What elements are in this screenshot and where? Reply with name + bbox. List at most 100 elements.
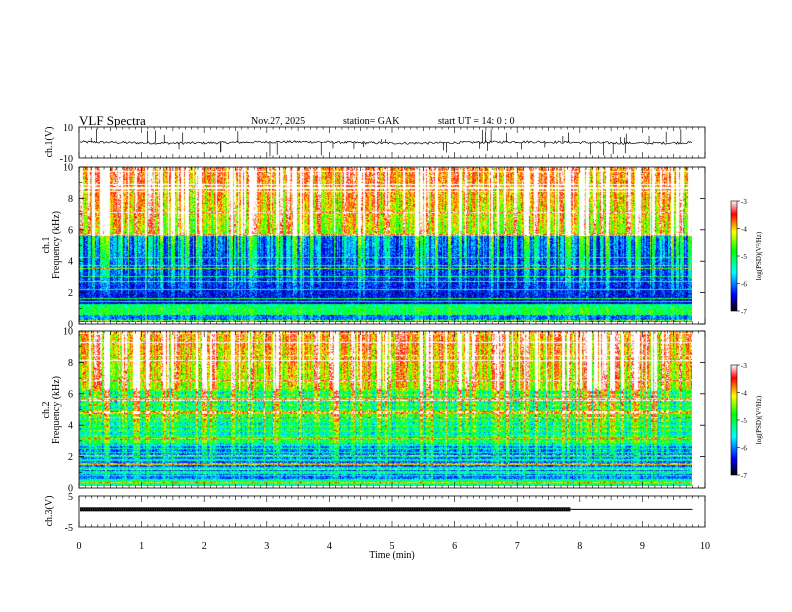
- ch3-signal-hatch: [256, 508, 259, 511]
- ch3-signal-hatch: [402, 508, 404, 511]
- colorbar-tick-label: -4: [741, 390, 747, 398]
- ch3-signal-hatch: [223, 508, 226, 511]
- ch3-signal-hatch: [248, 508, 250, 511]
- ch3-signal-hatch: [333, 508, 336, 511]
- ch3-signal-hatch: [476, 508, 479, 511]
- ch3-signal-hatch: [373, 508, 375, 511]
- ch3-signal-hatch: [289, 508, 292, 511]
- ch1-colorbar-label: log(PSD)(V²/Hz): [755, 231, 763, 280]
- ch3-signal-hatch: [118, 508, 120, 511]
- ch2-colorbar-ticks: -3 -4 -5 -6 -7: [737, 362, 747, 480]
- ch3-signal-hatch: [168, 508, 171, 511]
- ch3-signal-hatch: [87, 508, 89, 511]
- ch3-signal-hatch: [188, 508, 191, 511]
- ch3-signal-hatch: [283, 508, 285, 511]
- ch3-signal-hatch: [322, 508, 325, 511]
- ch3-signal-hatch: [336, 508, 338, 511]
- ch3-signal-hatch: [492, 508, 494, 511]
- ch3-signal-hatch: [217, 508, 219, 511]
- colorbar-tick-label: -5: [741, 417, 747, 425]
- ch3-signal-hatch: [171, 508, 173, 511]
- ch3-signal-hatch: [261, 508, 263, 511]
- ch3-signal-hatch: [239, 508, 241, 511]
- freq-tick-label: 4: [68, 421, 73, 432]
- ch3-signal-hatch: [384, 508, 386, 511]
- ch3-signal-hatch: [157, 508, 160, 511]
- ch3-signal-hatch: [138, 508, 140, 511]
- colorbar-tick-label: -3: [741, 198, 747, 206]
- ch3-signal-hatch: [549, 508, 551, 511]
- ch3-signal-hatch: [342, 508, 345, 511]
- ch3-ytick-bottom: -5: [65, 523, 73, 534]
- ch3-signal-hatch: [85, 508, 87, 511]
- ch3-signal-hatch: [360, 508, 362, 511]
- ch3-signal-hatch: [391, 508, 393, 511]
- ch3-signal-hatch: [457, 508, 459, 511]
- ch2-colorbar-label: log(PSD)(V²/Hz): [755, 395, 763, 444]
- ch3-signal-hatch: [237, 508, 239, 511]
- ch3-signal-hatch: [193, 508, 195, 511]
- panel-time-ticks: [78, 127, 706, 527]
- ch3-signal-hatch: [142, 508, 144, 511]
- ch1-ytick-bottom: -10: [60, 154, 73, 165]
- ch3-signal-hatch: [219, 508, 221, 511]
- ch3-signal-hatch: [270, 508, 272, 511]
- colorbar-tick-label: -5: [741, 253, 747, 261]
- ch3-signal-hatch: [349, 508, 351, 511]
- ch3-signal-hatch: [267, 508, 270, 511]
- ch3-signal-hatch: [450, 508, 452, 511]
- ch3-signal-hatch: [474, 508, 477, 511]
- ch3-signal-hatch: [487, 508, 490, 511]
- time-tick-label: 9: [640, 541, 645, 552]
- ch3-signal-hatch: [397, 508, 400, 511]
- ch3-signal-hatch: [388, 508, 391, 511]
- ch3-signal-hatch: [250, 508, 252, 511]
- ch3-ylabel: ch.3(V): [44, 496, 55, 527]
- ch3-signal-hatch: [558, 508, 560, 511]
- ch3-signal-hatch: [527, 508, 529, 511]
- ch3-signal-hatch: [316, 508, 318, 511]
- ch3-signal-hatch: [556, 508, 558, 511]
- ch3-signal-hatch: [197, 508, 199, 511]
- ch3-signal-hatch: [212, 508, 215, 511]
- ch2-spectrogram-panel: 0 2 4 6 8 10 ch.2 Frequency (kHz): [41, 327, 706, 495]
- ch3-signal-hatch: [408, 508, 411, 511]
- ch3-signal-hatch: [186, 508, 188, 511]
- colorbar-tick-label: -4: [741, 226, 747, 234]
- ch3-signal-hatch: [153, 508, 155, 511]
- time-tick-label: 7: [515, 541, 520, 552]
- ch3-signal-hatch: [531, 508, 534, 511]
- ch3-signal-hatch: [221, 508, 224, 511]
- ch3-signal-hatch: [362, 508, 364, 511]
- ch3-signal-hatch: [377, 508, 380, 511]
- ch3-signal-hatch: [516, 508, 518, 511]
- ch3-signal-hatch: [111, 508, 114, 511]
- ch3-signal-hatch: [228, 508, 230, 511]
- ch1-waveform-panel: 10 -10 ch.1(V): [44, 123, 706, 165]
- ch3-signal-hatch: [382, 508, 384, 511]
- ch3-signal-hatch: [344, 508, 347, 511]
- ch3-signal-hatch: [380, 508, 382, 511]
- freq-tick-label: 4: [68, 257, 73, 268]
- ch3-signal-hatch: [182, 508, 184, 511]
- ch3-signal-hatch: [562, 508, 565, 511]
- ch3-signal-hatch: [230, 508, 232, 511]
- ch3-signal-hatch: [505, 508, 507, 511]
- ch3-signal-hatch: [281, 508, 283, 511]
- ch3-signal-hatch: [263, 508, 265, 511]
- ch3-signal-hatch: [496, 508, 499, 511]
- ch3-signal-hatch: [325, 508, 327, 511]
- ch3-signal-hatch: [300, 508, 303, 511]
- ch3-signal-hatch: [421, 508, 424, 511]
- ch3-signal-hatch: [353, 508, 356, 511]
- ch3-signal-hatch: [294, 508, 296, 511]
- ch3-signal-hatch: [190, 508, 193, 511]
- ch3-signal-hatch: [540, 508, 543, 511]
- freq-tick-label: 8: [68, 358, 73, 369]
- ch3-signal-hatch: [232, 508, 235, 511]
- time-tick-label: 6: [452, 541, 457, 552]
- ch3-signal-hatch: [461, 508, 463, 511]
- ch3-signal-hatch: [314, 508, 316, 511]
- ch3-signal-hatch: [355, 508, 358, 511]
